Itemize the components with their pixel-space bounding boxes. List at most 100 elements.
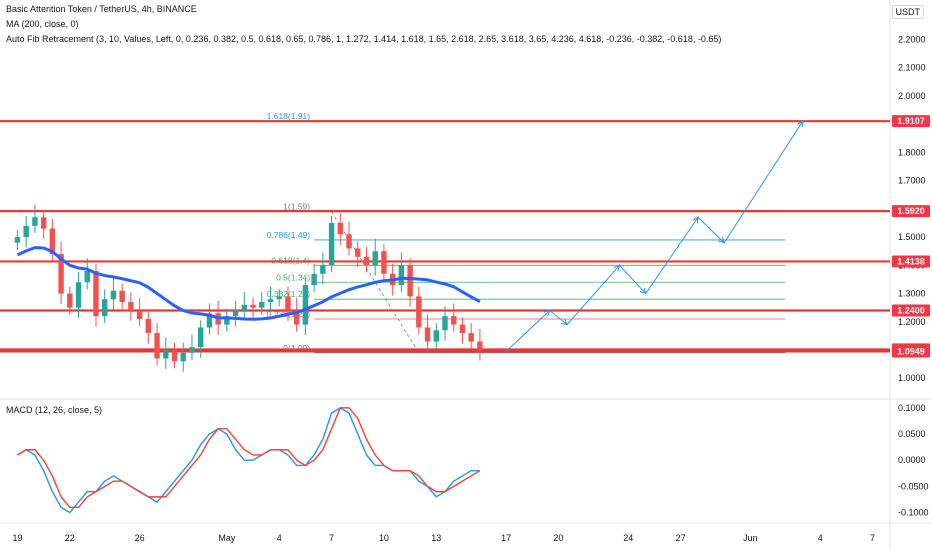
projection-arrowhead: [718, 236, 726, 244]
time-axis-tick-label: 27: [676, 533, 686, 543]
candle-body: [110, 290, 117, 300]
ma-indicator-label[interactable]: MA (200, close, 0): [6, 19, 79, 29]
candle-body: [416, 296, 422, 328]
candle-body: [206, 313, 213, 328]
projection-arrowhead: [613, 264, 621, 272]
candle-body: [372, 251, 378, 266]
level-label: 1.2400: [897, 305, 925, 315]
price-axis-tick-label: 2.0000: [898, 91, 926, 101]
candle-body: [320, 265, 326, 274]
price-axis-tick-label: 1.7000: [898, 176, 926, 186]
time-axis-tick-label: 20: [553, 533, 563, 543]
projection-arrowhead: [639, 287, 647, 295]
projection-arrowhead: [561, 318, 569, 326]
time-axis-tick-label: 22: [65, 533, 75, 543]
candle-body: [442, 316, 448, 331]
candle-body: [154, 333, 160, 359]
fib-level-label: 0.786(1.49): [267, 230, 311, 240]
candle-body: [433, 330, 439, 342]
macd-axis-tick-label: -0.1000: [898, 508, 929, 518]
level-label-badge: [892, 345, 930, 358]
ma-200-line: [16, 246, 481, 321]
candle-body: [189, 347, 195, 353]
candle-body: [163, 350, 169, 359]
time-axis-tick-label: 10: [379, 533, 389, 543]
candle-body: [224, 316, 230, 325]
fib-level-label: 1(1.59): [283, 202, 310, 212]
candle-body: [311, 273, 317, 286]
candle-body: [337, 222, 343, 235]
macd-indicator-label[interactable]: MACD (12, 26, close, 5): [6, 405, 103, 415]
candle-body: [128, 302, 134, 311]
currency-selector[interactable]: USDT: [891, 5, 924, 19]
symbol-title[interactable]: Basic Attention Token / TetherUS, 4h, BI…: [6, 4, 197, 14]
candle-body: [145, 318, 152, 334]
fib-indicator-label[interactable]: Auto Fib Retracement (3, 10, Values, Lef…: [6, 34, 722, 44]
candle-body: [451, 316, 457, 325]
candle-body: [267, 299, 274, 303]
candle-body: [197, 327, 204, 348]
candle-body: [259, 302, 265, 308]
macd-axis-tick-label: 0.0000: [898, 455, 926, 465]
candle-body: [32, 217, 38, 226]
candle-body: [459, 324, 466, 334]
candle-body: [424, 327, 431, 342]
macd-axis-tick-label: 0.0500: [898, 429, 926, 439]
candle-body: [180, 352, 186, 362]
candle-body: [285, 296, 291, 311]
price-axis-tick-label: 1.8000: [898, 147, 926, 157]
fib-trend-line: [331, 211, 420, 354]
candle-body: [241, 304, 248, 311]
price-axis-tick-label: 1.0000: [898, 373, 926, 383]
level-label: 1.9107: [897, 116, 925, 126]
time-axis-tick-label: 4: [818, 533, 823, 543]
time-axis-tick-label: May: [218, 533, 236, 543]
fib-level-label: 0(1.09): [283, 343, 310, 353]
candle-body: [346, 234, 352, 249]
level-label: 1.0949: [897, 346, 925, 356]
candle-body: [232, 310, 239, 317]
macd-axis-tick-label: -0.0500: [898, 481, 929, 491]
time-axis-tick-label: 24: [623, 533, 633, 543]
candle-body: [58, 254, 64, 294]
time-axis-tick-label: 17: [501, 533, 511, 543]
candle-body: [407, 265, 413, 297]
candle-body: [23, 225, 29, 238]
time-axis-tick-label: 13: [431, 533, 441, 543]
time-axis-tick-label: Jun: [743, 533, 758, 543]
candle-body: [84, 270, 90, 283]
fib-level-label: 1.618(1.91): [267, 111, 311, 121]
projection-arrowhead: [692, 216, 699, 224]
candle-body: [293, 310, 300, 325]
price-axis-tick-label: 1.3000: [898, 289, 926, 299]
candle-body: [119, 290, 125, 303]
level-label-badge: [892, 115, 930, 128]
time-axis-tick-label: 19: [12, 533, 22, 543]
candle-body: [102, 299, 108, 317]
signal-line: [17, 407, 481, 509]
candle-body: [75, 282, 82, 308]
candle-body: [171, 350, 178, 362]
level-label-badge: [892, 304, 930, 317]
fib-level-label: 0.618(1.4): [271, 255, 310, 265]
candle-body: [136, 310, 143, 319]
candle-body: [355, 248, 361, 257]
candle-body: [302, 285, 309, 325]
time-axis-tick-label: 26: [135, 533, 145, 543]
candle-body: [468, 333, 474, 342]
price-axis-tick-label: 2.2000: [898, 35, 926, 45]
level-label-badge: [892, 255, 930, 268]
projection-path: [505, 120, 804, 352]
candle-body: [14, 237, 21, 243]
level-label-badge: [892, 205, 930, 218]
candle-body: [49, 228, 56, 255]
candle-body: [40, 217, 47, 229]
projection-arrowhead: [797, 120, 804, 128]
time-axis-tick-label: 4: [277, 533, 282, 543]
candle-body: [93, 270, 99, 317]
candle-body: [381, 251, 387, 274]
time-axis-tick-label: 7: [870, 533, 875, 543]
candle-body: [328, 222, 335, 266]
